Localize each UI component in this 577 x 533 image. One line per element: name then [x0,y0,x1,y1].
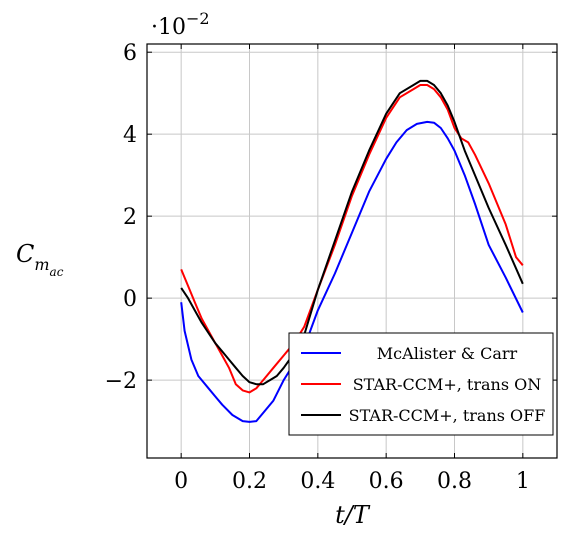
y-scale-exponent: ·10−2 [151,9,210,40]
y-tick-label: 2 [123,205,137,230]
x-tick-label: 0 [174,469,188,494]
legend-label: STAR-CCM+, trans OFF [349,406,546,425]
y-tick-label: 0 [123,287,137,312]
y-tick-label: −2 [105,369,137,394]
x-tick-label: 0.4 [300,469,335,494]
series-line-3 [180,79,524,386]
axis-ticks: 0 0.2 0.4 0.6 0.8 1 −2 0 2 4 6 [105,41,557,494]
legend-label: STAR-CCM+, trans ON [353,375,542,394]
grid [147,44,557,458]
legend-label: McAlister & Carr [377,344,518,363]
legend: McAlister & Carr STAR-CCM+, trans ON STAR-… [288,332,554,436]
y-tick-label: 4 [123,123,137,148]
plot-series [180,79,524,423]
y-axis-label: Cmac [16,240,64,279]
series-line-1 [180,120,524,423]
x-tick-label: 0.8 [437,469,472,494]
x-tick-label: 1 [516,469,530,494]
x-tick-label: 0.2 [232,469,267,494]
x-axis-label: t/T [335,501,371,529]
x-tick-label: 0.6 [369,469,404,494]
y-tick-label: 6 [123,41,137,66]
plot-frame [146,43,558,459]
